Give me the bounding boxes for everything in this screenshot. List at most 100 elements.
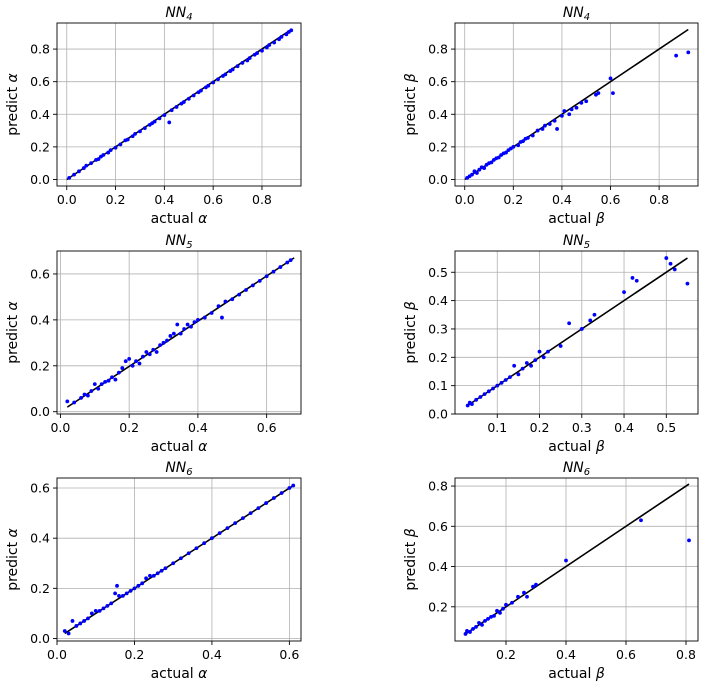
data-point — [191, 93, 196, 98]
data-point — [92, 382, 97, 387]
data-point — [210, 536, 214, 541]
y-tick-label: 0.2 — [30, 581, 50, 596]
data-point — [137, 361, 142, 366]
x-tick-label: 0.2 — [106, 192, 126, 207]
data-point — [492, 613, 496, 618]
data-point — [117, 593, 121, 598]
data-point — [124, 591, 129, 596]
data-point — [136, 583, 141, 588]
data-point — [202, 315, 207, 320]
data-point — [470, 402, 474, 406]
data-point — [103, 379, 108, 384]
y-axis-label-symbol: β — [403, 528, 419, 538]
data-point — [687, 538, 691, 543]
data-point — [130, 134, 135, 139]
data-point — [248, 511, 253, 516]
data-point — [474, 625, 478, 629]
y-tick-label: 0.6 — [30, 266, 50, 281]
data-point — [499, 380, 504, 385]
x-axis-label: actual α — [151, 666, 209, 682]
data-point — [130, 363, 135, 368]
data-point — [668, 261, 673, 266]
data-point — [537, 349, 542, 354]
title-base: NN — [165, 233, 186, 249]
data-point — [525, 594, 529, 599]
data-point — [138, 129, 142, 134]
data-point — [175, 322, 180, 327]
data-point — [639, 518, 643, 523]
data-point — [230, 297, 235, 302]
data-point — [279, 34, 284, 39]
data-point — [206, 83, 211, 88]
data-point — [151, 573, 156, 578]
x-axis-label-text: actual — [548, 666, 596, 682]
data-point — [486, 616, 490, 621]
data-point — [279, 491, 284, 495]
data-point — [199, 88, 203, 93]
x-axis-label: actual α — [151, 439, 209, 455]
data-point — [245, 58, 250, 63]
title-base: NN — [165, 460, 186, 476]
y-tick-label: 0.8 — [30, 42, 50, 57]
x-tick-label: 0.2 — [530, 420, 550, 435]
y-axis-label-symbol: β — [403, 301, 419, 311]
data-point — [74, 624, 79, 628]
data-point — [541, 355, 546, 360]
y-tick-label: 0.2 — [30, 139, 50, 154]
x-axis-label-text: actual — [151, 666, 199, 682]
data-point — [535, 128, 540, 133]
data-point — [147, 352, 152, 357]
x-tick-label: 0.4 — [552, 192, 572, 207]
data-point — [510, 600, 514, 605]
data-point — [574, 105, 579, 110]
data-point — [664, 256, 669, 260]
data-point — [504, 150, 508, 155]
data-point — [522, 590, 526, 595]
y-axis-label: predict α — [5, 72, 21, 135]
data-point — [558, 344, 563, 348]
data-point — [99, 382, 104, 387]
data-point — [93, 609, 98, 613]
y-tick-label: 0.2 — [428, 139, 448, 154]
data-point — [272, 40, 277, 45]
data-point — [508, 375, 512, 380]
data-point — [144, 576, 148, 581]
x-tick-label: 0.1 — [487, 420, 507, 435]
data-point — [634, 278, 639, 283]
data-point — [144, 350, 149, 354]
y-axis-label: predict β — [403, 301, 419, 363]
data-point — [471, 627, 475, 631]
data-point — [260, 48, 264, 53]
title-subscript: 6 — [584, 467, 590, 478]
data-point — [70, 619, 75, 623]
data-point — [256, 506, 261, 510]
plot-panel-4: 0.1 0.2 0.3 0.4 0.5 0.0 0.1 0.2 0.3 0.4 0.5 NN5 actu… — [403, 233, 699, 455]
data-point — [674, 53, 679, 58]
data-point — [533, 358, 538, 363]
y-tick-label: 0.2 — [428, 350, 448, 365]
data-point — [468, 630, 472, 634]
data-point — [128, 588, 133, 593]
x-axis-label-text: actual — [151, 439, 199, 455]
chart-title: NN4 — [563, 5, 590, 23]
data-point — [247, 56, 252, 60]
y-axis-label-symbol: α — [5, 300, 21, 310]
data-point — [152, 119, 157, 124]
data-point — [465, 403, 470, 408]
data-point — [133, 131, 137, 136]
x-axis-label: actual β — [548, 666, 605, 682]
y-tick-label: 0.8 — [428, 479, 448, 494]
title-base: NN — [563, 460, 584, 476]
data-point — [489, 160, 494, 165]
data-point — [503, 378, 508, 382]
y-axis-label-text: predict — [5, 82, 21, 135]
data-point — [569, 107, 574, 112]
x-axis-label-text: actual — [151, 211, 199, 227]
data-point — [72, 172, 76, 177]
x-tick-label: 0.8 — [252, 192, 272, 207]
data-point — [161, 340, 166, 345]
data-point — [264, 45, 269, 50]
data-point — [113, 377, 118, 382]
